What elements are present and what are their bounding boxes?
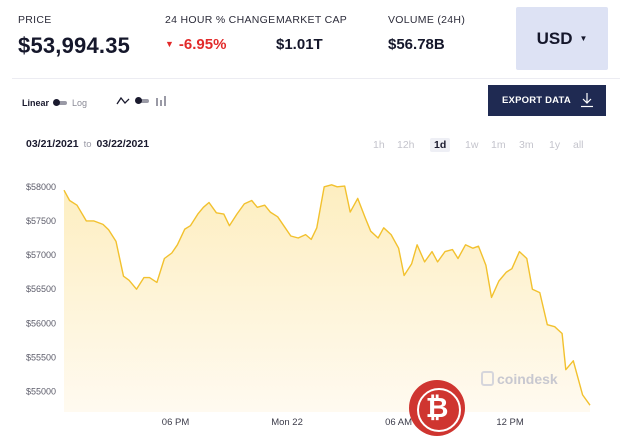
- y-tick-label: $56000: [26, 318, 56, 328]
- x-tick-label: 06 PM: [162, 417, 190, 428]
- interval-1w[interactable]: 1w: [465, 139, 479, 151]
- market-cap-label: MARKET CAP: [276, 14, 348, 26]
- price-area: [64, 184, 590, 412]
- x-tick-label: 06 AM: [385, 417, 412, 428]
- date-from[interactable]: 03/21/2021: [26, 138, 79, 150]
- interval-1m[interactable]: 1m: [491, 139, 506, 151]
- price-label: PRICE: [18, 14, 52, 26]
- date-to[interactable]: 03/22/2021: [96, 138, 150, 150]
- interval-1y[interactable]: 1y: [549, 139, 561, 151]
- y-tick-label: $57500: [26, 216, 56, 226]
- y-tick-label: $57000: [26, 250, 56, 260]
- interval-1d[interactable]: 1d: [430, 138, 451, 152]
- divider: [12, 78, 620, 79]
- scale-toggle-switch[interactable]: [53, 99, 68, 106]
- stats-bar: PRICE $53,994.35 24 HOUR % CHANGE ▼ -6.95…: [0, 0, 632, 80]
- currency-label: USD: [536, 28, 573, 48]
- chart-type-toggle[interactable]: [116, 96, 167, 106]
- y-tick-label: $58000: [26, 182, 56, 192]
- interval-12h[interactable]: 12h: [397, 139, 415, 151]
- scale-toggle[interactable]: Linear Log: [22, 98, 87, 108]
- interval-all[interactable]: all: [573, 139, 584, 151]
- watermark-text: coindesk: [497, 371, 558, 387]
- download-icon: [581, 93, 593, 108]
- interval-selector: 1h 12h 1d 1w 1m 3m 1y all: [0, 138, 632, 153]
- volume-label: VOLUME (24H): [388, 14, 466, 26]
- price-value: $53,994.35: [18, 33, 130, 59]
- scale-log-label[interactable]: Log: [72, 98, 88, 108]
- price-line: [63, 184, 591, 406]
- y-tick-label: $55000: [26, 387, 56, 397]
- change-number: -6.95%: [178, 36, 227, 53]
- market-cap-value: $1.01T: [276, 36, 323, 53]
- y-tick-label: $56500: [26, 284, 56, 294]
- bar-chart-icon[interactable]: [155, 96, 167, 106]
- down-arrow-icon: ▼: [165, 39, 174, 49]
- chart-type-switch[interactable]: [135, 97, 149, 104]
- interval-3m[interactable]: 3m: [519, 139, 534, 151]
- line-chart-icon[interactable]: [116, 96, 130, 106]
- date-range[interactable]: 03/21/2021 to 03/22/2021: [26, 138, 149, 150]
- scale-linear-label[interactable]: Linear: [22, 98, 50, 108]
- x-tick-label: 12 PM: [496, 417, 524, 428]
- currency-selector[interactable]: USD ▼: [516, 7, 608, 70]
- y-tick-label: $55500: [26, 352, 56, 362]
- interval-1h[interactable]: 1h: [373, 139, 385, 151]
- x-tick-label: Mon 22: [271, 417, 303, 428]
- caret-down-icon: ▼: [579, 34, 588, 43]
- export-data-button[interactable]: EXPORT DATA: [488, 85, 606, 116]
- bitcoin-badge-icon: ₿: [409, 380, 465, 436]
- change-value: ▼ -6.95%: [165, 36, 226, 53]
- bitcoin-glyph: ₿: [425, 392, 449, 423]
- coindesk-watermark: coindesk: [481, 371, 558, 387]
- price-number: 53,994.35: [30, 33, 131, 58]
- export-label: EXPORT DATA: [502, 95, 571, 106]
- change-label: 24 HOUR % CHANGE: [165, 14, 276, 26]
- volume-value: $56.78B: [388, 36, 445, 53]
- currency-symbol: $: [18, 33, 31, 58]
- date-to-label: to: [83, 139, 92, 150]
